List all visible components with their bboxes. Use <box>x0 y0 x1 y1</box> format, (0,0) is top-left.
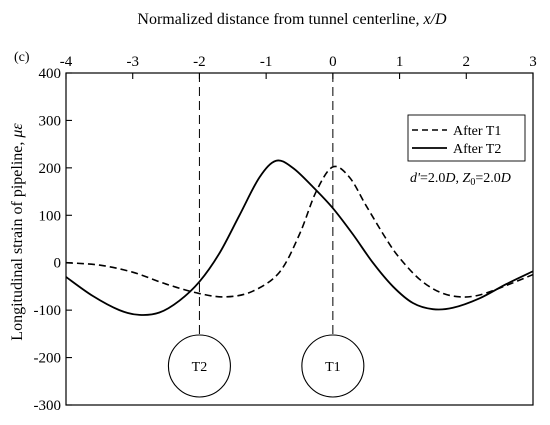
x-axis-title-var: x/D <box>423 11 448 28</box>
legend-box <box>407 114 526 162</box>
series-group <box>65 159 534 316</box>
tunnel-label: T2 <box>192 360 208 375</box>
tunnel-circle <box>301 334 365 398</box>
tunnel-label: T1 <box>325 360 341 375</box>
tunnels: T2 T1 <box>167 334 365 398</box>
legend-label-after-t1: After T1 <box>453 124 501 139</box>
y-tick-label: 0 <box>54 256 62 272</box>
plot-frame <box>65 72 534 406</box>
tunnel-lines <box>198 73 334 335</box>
x-tick-label: 0 <box>329 54 337 70</box>
legend: After T1 After T2 <box>407 114 526 162</box>
y-axis-title: Longitudinal strain of pipeline, με <box>9 123 26 341</box>
y-tick-label: -200 <box>34 351 62 367</box>
x-tick-label: -4 <box>60 54 73 70</box>
x-tick-label: -1 <box>260 54 273 70</box>
tunnel-circle <box>167 334 231 398</box>
y-axis-title-prefix: Longitudinal strain of pipeline, <box>9 138 26 341</box>
y-tick-label: -100 <box>34 303 62 319</box>
x-tick-label: 3 <box>529 54 537 70</box>
y-tick-label: 100 <box>39 208 62 224</box>
axis-ticks: -4 -3 -2 -1 0 1 2 3 -300 -200 -100 0 100 200 300 400 <box>34 54 537 414</box>
x-axis-title: Normalized distance from tunnel centerli… <box>137 11 447 28</box>
y-tick-label: 200 <box>39 161 62 177</box>
y-tick-label: -300 <box>34 398 62 414</box>
x-axis-title-prefix: Normalized distance from tunnel centerli… <box>137 11 423 28</box>
x-tick-label: 1 <box>396 54 404 70</box>
parameter-annotation: d'=2.0D, Z0=2.0D <box>410 171 511 188</box>
series-line-after-t2 <box>65 159 534 316</box>
x-tick-label: -2 <box>193 54 206 70</box>
y-tick-label: 400 <box>39 66 62 82</box>
x-tick-label: -3 <box>126 54 139 70</box>
x-tick-label: 2 <box>463 54 471 70</box>
panel-label: (c) <box>14 50 30 65</box>
legend-label-after-t2: After T2 <box>453 142 501 157</box>
series-line-after-t1 <box>65 165 534 298</box>
y-tick-label: 300 <box>39 113 62 129</box>
y-axis-title-unit: με <box>9 123 26 139</box>
